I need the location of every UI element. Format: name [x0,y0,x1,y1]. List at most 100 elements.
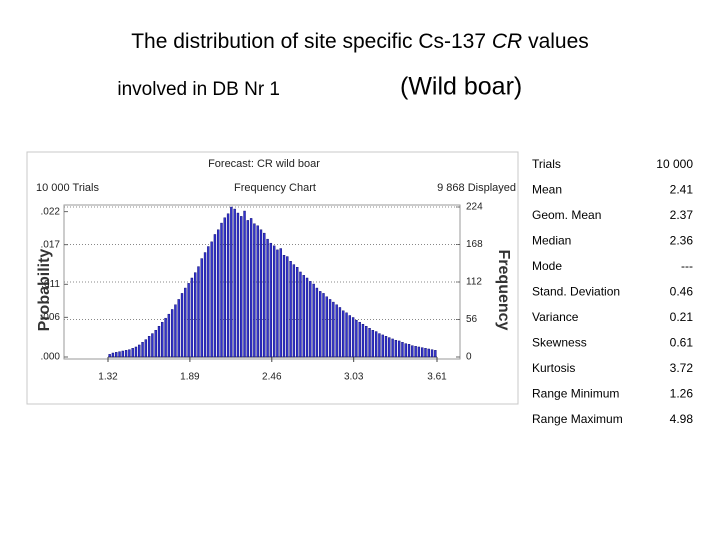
bar [108,354,111,358]
bar [147,336,151,358]
bar [157,325,161,358]
bar [289,261,292,358]
bar [430,349,434,358]
bar [276,249,279,358]
stat-value: 2.41 [670,183,694,197]
bar [322,293,325,358]
y2-tick-label: .000 [41,352,61,363]
bar [230,206,233,358]
bar [384,336,388,358]
bar [226,213,230,358]
bar [424,348,427,358]
stat-value: 3.72 [670,361,694,375]
bar [141,342,144,358]
bar [391,338,394,358]
bar [193,272,197,358]
bar [282,255,286,358]
stat-value: 2.36 [670,234,694,248]
bar [305,277,309,358]
bar [138,344,141,358]
bar [309,281,312,358]
stat-value: 1.26 [670,387,694,401]
bar [144,339,148,358]
bar [213,234,217,358]
bar [115,352,118,358]
stat-label: Trials [532,157,561,171]
y-axis-label: Frequency [495,250,512,331]
bar [170,309,174,358]
bar [335,304,338,358]
stat-label: Range Minimum [532,387,619,401]
bar [417,346,421,358]
bar [128,349,131,358]
bar [243,210,246,358]
bar [361,323,365,358]
bar [187,283,190,358]
bar [220,222,223,358]
stat-label: Kurtosis [532,361,575,375]
bar [328,299,332,358]
y2-tick-label: .011 [41,279,60,290]
bar [240,216,243,358]
stat-value: 0.21 [670,310,694,324]
stat-label: Geom. Mean [532,208,601,222]
bar [338,307,342,358]
bar [401,342,404,358]
title-part: values [522,30,589,53]
bar [210,241,213,358]
y-tick-label: 0 [466,352,472,363]
bar [407,344,411,358]
bar [279,248,282,358]
y2-tick-label: .006 [41,312,61,323]
stat-value: 0.46 [670,285,694,299]
x-tick-label: 1.89 [180,372,200,383]
x-tick-label: 1.32 [98,372,118,383]
stat-value: 4.98 [670,412,694,426]
bar [249,218,253,358]
stat-label: Variance [532,310,579,324]
bar [345,312,348,358]
bar [180,293,184,358]
chart-subtitle: Frequency Chart [234,182,316,194]
bar [358,321,361,358]
bar [351,317,355,358]
y-tick-label: 168 [466,239,483,250]
bar [253,223,256,358]
bar [365,325,368,358]
title-part: The distribution of site specific Cs-137 [131,30,492,53]
bar [381,334,384,358]
bar [164,317,167,358]
stat-label: Stand. Deviation [532,285,620,299]
trials-label: 10 000 Trials [36,182,99,194]
bar [207,246,210,358]
bar [233,208,236,358]
bar [200,258,203,358]
stat-value: 2.37 [670,208,694,222]
bar [378,333,381,358]
bar [134,346,138,358]
bar [397,340,401,358]
bar [246,220,250,358]
slide-title: The distribution of site specific Cs-137… [131,30,589,53]
bar [118,351,121,358]
y-tick-label: 56 [466,314,478,325]
bar [394,340,398,358]
y2-tick-label: .017 [41,239,61,250]
title-part: CR [492,30,522,53]
y-tick-label: 112 [466,277,482,288]
bar [286,256,289,358]
bar [414,346,417,358]
bar [161,321,164,358]
bar [121,350,124,358]
stat-label: Mean [532,183,562,197]
bar [319,291,322,358]
bar [342,310,345,358]
bar [272,245,276,358]
y-tick-label: 224 [466,202,483,213]
x-tick-label: 3.61 [427,372,447,383]
bar [325,296,328,358]
bar [388,337,391,358]
bar [434,350,437,358]
